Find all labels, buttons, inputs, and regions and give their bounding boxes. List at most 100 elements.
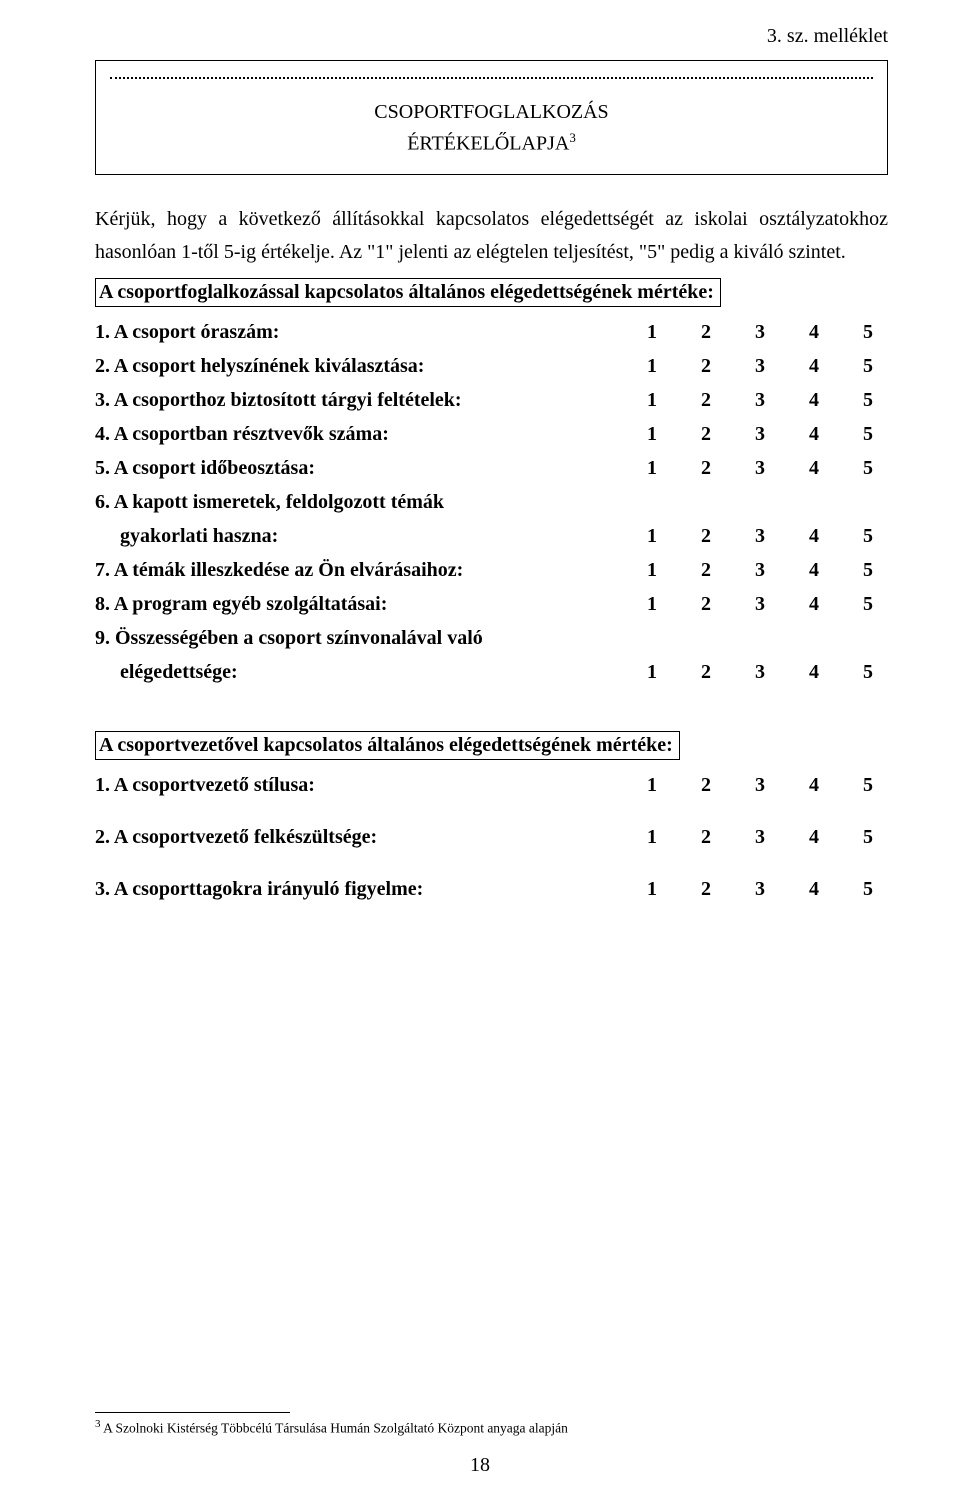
rating-value: 2: [700, 417, 712, 451]
item-row: gyakorlati haszna:1 2 3 4 5: [95, 519, 888, 553]
item-label: 8. A program egyéb szolgáltatásai:: [95, 587, 646, 621]
rating-scale: 1 2 3 4 5: [646, 820, 888, 854]
item-label: 7. A témák illeszkedése az Ön elvárásaih…: [95, 553, 646, 587]
rating-value: 2: [700, 553, 712, 587]
item-row: 2. A csoport helyszínének kiválasztása:1…: [95, 349, 888, 383]
rating-value: 4: [808, 553, 820, 587]
rating-value: 5: [862, 417, 874, 451]
item-label: 9. Összességében a csoport színvonalával…: [95, 621, 888, 655]
title-box: CSOPORTFOGLALKOZÁS ÉRTÉKELŐLAPJA3: [95, 60, 888, 175]
rating-scale: 1 2 3 4 5: [646, 519, 888, 553]
title-superscript: 3: [569, 130, 576, 145]
item-label: 5. A csoport időbeosztása:: [95, 451, 646, 485]
rating-scale: 1 2 3 4 5: [646, 655, 888, 689]
rating-scale: 1 2 3 4 5: [646, 553, 888, 587]
rating-value: 1: [646, 553, 658, 587]
item-row: 2. A csoportvezető felkészültsége:1 2 3 4 5: [95, 820, 888, 854]
rating-value: 3: [754, 872, 766, 906]
rating-value: 5: [862, 315, 874, 349]
section2-heading: A csoportvezetővel kapcsolatos általános…: [95, 731, 680, 760]
item-row: 3. A csoporttagokra irányuló figyelme:12…: [95, 872, 888, 906]
rating-scale: 1 2 3 4 5: [646, 768, 888, 802]
rating-value: 3: [754, 451, 766, 485]
rating-value: 1: [646, 417, 658, 451]
rating-value: 5: [862, 519, 874, 553]
rating-value: 5: [862, 451, 874, 485]
rating-value: 3: [754, 315, 766, 349]
rating-value: 3: [754, 587, 766, 621]
item-row: 1. A csoport óraszám:12345: [95, 315, 888, 349]
rating-scale: 12345: [646, 315, 888, 349]
footnote-separator: [95, 1412, 290, 1413]
rating-value: 4: [808, 655, 820, 689]
rating-value: 5: [862, 383, 874, 417]
rating-value: 1: [646, 655, 658, 689]
rating-value: 5: [862, 553, 874, 587]
rating-value: 2: [700, 872, 712, 906]
item-row: 8. A program egyéb szolgáltatásai:12345: [95, 587, 888, 621]
rating-value: 1: [646, 519, 658, 553]
item-label: 2. A csoportvezető felkészültsége:: [95, 820, 646, 854]
rating-value: 5: [862, 820, 874, 854]
title-line-1: CSOPORTFOGLALKOZÁS: [106, 97, 877, 128]
item-label: 1. A csoportvezető stílusa:: [95, 768, 646, 802]
item-label: 6. A kapott ismeretek, feldolgozott témá…: [95, 485, 888, 519]
item-row: 1. A csoportvezető stílusa:1 2 3 4 5: [95, 768, 888, 802]
rating-value: 2: [700, 383, 712, 417]
rating-value: 3: [754, 349, 766, 383]
footnote-body: A Szolnoki Kistérség Többcélú Társulása …: [101, 1420, 568, 1435]
rating-scale: 12345: [646, 872, 888, 906]
rating-value: 2: [700, 451, 712, 485]
item-row: 7. A témák illeszkedése az Ön elvárásaih…: [95, 553, 888, 587]
rating-value: 2: [700, 820, 712, 854]
rating-value: 4: [808, 768, 820, 802]
item-label: 3. A csoporthoz biztosított tárgyi felté…: [95, 383, 646, 417]
rating-value: 5: [862, 587, 874, 621]
item-row: 3. A csoporthoz biztosított tárgyi felté…: [95, 383, 888, 417]
footnote-block: 3 A Szolnoki Kistérség Többcélú Társulás…: [95, 1412, 888, 1437]
item-row: 9. Összességében a csoport színvonalával…: [95, 621, 888, 655]
rating-value: 2: [700, 768, 712, 802]
rating-value: 5: [862, 768, 874, 802]
rating-value: 1: [646, 768, 658, 802]
rating-value: 2: [700, 349, 712, 383]
rating-value: 3: [754, 519, 766, 553]
rating-value: 2: [700, 655, 712, 689]
rating-value: 1: [646, 451, 658, 485]
item-label-cont: elégedettsége:: [95, 655, 646, 689]
page-container: 3. sz. melléklet CSOPORTFOGLALKOZÁS ÉRTÉ…: [0, 0, 960, 1499]
rating-value: 3: [754, 383, 766, 417]
item-row: elégedettsége:1 2 3 4 5: [95, 655, 888, 689]
rating-value: 3: [754, 553, 766, 587]
rating-value: 4: [808, 519, 820, 553]
section1-heading: A csoportfoglalkozással kapcsolatos álta…: [95, 278, 721, 307]
rating-value: 4: [808, 315, 820, 349]
rating-value: 3: [754, 820, 766, 854]
rating-value: 2: [700, 519, 712, 553]
footnote-text: 3 A Szolnoki Kistérség Többcélú Társulás…: [95, 1417, 888, 1437]
item-label-cont: gyakorlati haszna:: [95, 519, 646, 553]
title-line-2: ÉRTÉKELŐLAPJA3: [106, 128, 877, 160]
rating-value: 4: [808, 349, 820, 383]
rating-scale: 12345: [646, 349, 888, 383]
item-row: 5. A csoport időbeosztása:1 2 3 4 5: [95, 451, 888, 485]
rating-value: 4: [808, 820, 820, 854]
rating-value: 5: [862, 655, 874, 689]
rating-scale: 12345: [646, 383, 888, 417]
rating-value: 1: [646, 820, 658, 854]
rating-value: 1: [646, 349, 658, 383]
intro-paragraph: Kérjük, hogy a következő állításokkal ka…: [95, 203, 888, 270]
appendix-label: 3. sz. melléklet: [95, 25, 888, 48]
rating-scale: 12345: [646, 417, 888, 451]
rating-value: 5: [862, 872, 874, 906]
rating-value: 4: [808, 451, 820, 485]
item-label: 3. A csoporttagokra irányuló figyelme:: [95, 872, 646, 906]
rating-value: 3: [754, 417, 766, 451]
dotted-line: [110, 77, 873, 79]
rating-value: 3: [754, 655, 766, 689]
rating-value: 3: [754, 768, 766, 802]
item-label: 4. A csoportban résztvevők száma:: [95, 417, 646, 451]
section1-list: 1. A csoport óraszám:123452. A csoport h…: [95, 315, 888, 689]
rating-value: 4: [808, 872, 820, 906]
title-line-2-text: ÉRTÉKELŐLAPJA: [407, 133, 569, 155]
